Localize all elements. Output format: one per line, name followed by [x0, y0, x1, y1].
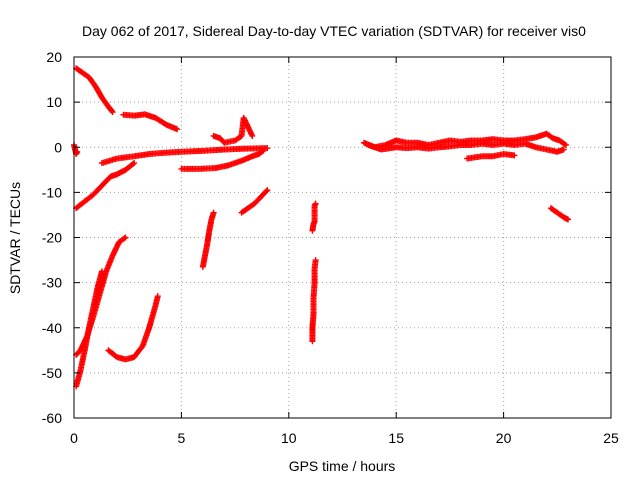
- series-seg-j: [105, 293, 161, 363]
- data-point: [174, 126, 181, 133]
- series-seg-l: [238, 187, 271, 216]
- x-tick-label: 0: [70, 430, 78, 446]
- data-point: [312, 200, 319, 207]
- y-tick-label: 10: [46, 94, 62, 110]
- data-point: [108, 107, 115, 114]
- axis-ticks: 0 5 10 15 20 25 -60 -50 -40 -30 -20 -10 0 10 20: [42, 49, 619, 446]
- y-tick-label: 0: [54, 139, 62, 155]
- series-seg-n: [309, 200, 319, 234]
- series-seg-d: [73, 160, 138, 212]
- y-tick-label: -40: [42, 320, 62, 336]
- series-seg-q: [464, 151, 518, 162]
- data-point: [312, 257, 319, 264]
- data-point: [264, 145, 271, 152]
- series-seg-g: [210, 114, 256, 146]
- data-point: [131, 160, 138, 167]
- series-seg-e: [98, 145, 271, 167]
- series-seg-i: [73, 234, 129, 358]
- y-tick-label: -50: [42, 365, 62, 381]
- y-tick-label: -10: [42, 184, 62, 200]
- series-seg-r: [547, 205, 572, 223]
- series-seg-b: [120, 111, 181, 133]
- data-point: [560, 146, 567, 153]
- data-point: [129, 161, 136, 168]
- data-point: [565, 216, 572, 223]
- y-axis-label: SDTVAR / TECUs: [7, 182, 23, 294]
- y-tick-label: -30: [42, 275, 62, 291]
- data-point: [264, 187, 271, 194]
- series-seg-p: [365, 140, 567, 155]
- chart-title: Day 062 of 2017, Sidereal Day-to-day VTE…: [82, 23, 586, 39]
- data-point: [561, 141, 568, 148]
- x-tick-label: 25: [603, 430, 619, 446]
- data-point: [562, 141, 569, 148]
- x-tick-label: 5: [178, 430, 186, 446]
- data-marks: [71, 65, 572, 390]
- grid-lines: [74, 57, 611, 418]
- data-point: [154, 293, 161, 300]
- x-axis-label: GPS time / hours: [289, 458, 396, 474]
- series-seg-k: [199, 209, 217, 270]
- x-tick-label: 10: [281, 430, 297, 446]
- x-tick-label: 20: [496, 430, 512, 446]
- data-point: [249, 132, 256, 139]
- data-point: [258, 148, 265, 155]
- data-point: [260, 147, 267, 154]
- series-seg-f: [178, 147, 267, 172]
- y-tick-label: -60: [42, 410, 62, 426]
- data-point: [74, 148, 81, 155]
- data-point: [121, 235, 128, 242]
- series-seg-c: [71, 141, 81, 158]
- y-tick-label: -20: [42, 230, 62, 246]
- data-point: [511, 152, 518, 159]
- data-point: [122, 234, 129, 241]
- series-seg-a: [73, 65, 116, 116]
- data-point: [109, 109, 116, 116]
- y-tick-label: 20: [46, 49, 62, 65]
- data-point: [263, 188, 270, 195]
- data-point: [210, 209, 217, 216]
- x-tick-label: 15: [388, 430, 404, 446]
- series-seg-m: [309, 257, 319, 345]
